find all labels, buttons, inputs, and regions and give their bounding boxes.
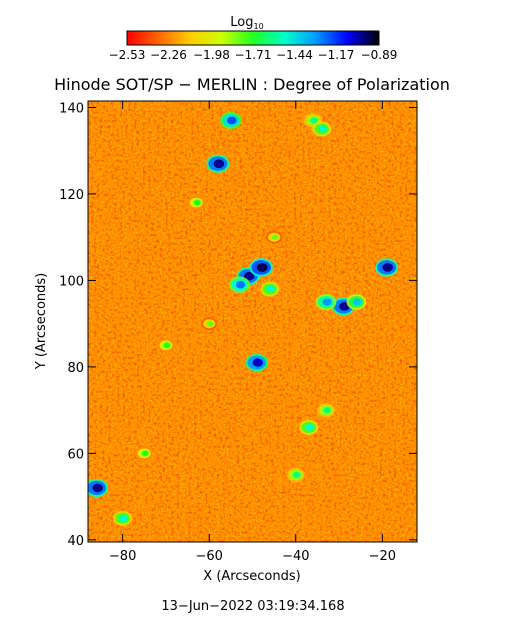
plot-area: −80 −60 −40 −20 40 60 80 100 120 140 [59, 100, 418, 564]
colorbar-tick-label: −2.53 [109, 48, 146, 62]
y-tick-label: 120 [59, 188, 84, 203]
polarization-feature [315, 293, 337, 311]
polarization-feature [135, 446, 153, 461]
y-axis-label: Y (Arcseconds) [34, 273, 49, 370]
polarization-feature [201, 317, 218, 331]
polarization-feature [249, 258, 273, 277]
colorbar-tick-label: −1.71 [235, 48, 272, 62]
chart-title: Hinode SOT/SP − MERLIN : Degree of Polar… [54, 75, 450, 94]
polarization-feature [266, 230, 283, 244]
y-tick-label: 100 [59, 274, 84, 289]
polarization-feature [113, 510, 133, 526]
x-tick-label: −20 [369, 549, 396, 564]
polarization-feature [317, 403, 336, 418]
x-axis-label: X (Arcseconds) [203, 569, 300, 584]
polarization-feature [88, 478, 109, 498]
plot-frame [87, 100, 418, 543]
x-tick-label: −40 [282, 549, 309, 564]
heatmap-texture-dark [88, 101, 417, 542]
polarization-feature [260, 281, 280, 297]
colorbar-gradient [126, 30, 380, 46]
x-tick-label: −60 [195, 549, 222, 564]
polarization-feature [299, 420, 319, 435]
y-tick-label: 60 [67, 447, 84, 462]
y-tick-label: 40 [67, 534, 84, 549]
colorbar-tick-label: −1.17 [318, 48, 355, 62]
polarization-feature [187, 195, 205, 210]
polarization-feature [229, 276, 250, 294]
polarization-feature [312, 121, 332, 137]
y-tick-label: 140 [59, 101, 84, 116]
polarization-feature [286, 467, 305, 483]
y-tick-label: 80 [67, 361, 84, 376]
colorbar-tick-label: −1.44 [276, 48, 313, 62]
colorbar-tick-label: −1.98 [193, 48, 230, 62]
colorbar-tick-label: −2.26 [150, 48, 187, 62]
polarization-feature [220, 112, 242, 129]
polarization-feature [375, 258, 399, 277]
polarization-feature [157, 338, 175, 353]
x-tick-label: −80 [109, 549, 136, 564]
polarization-feature [206, 154, 230, 173]
colorbar-tick-label: −0.89 [361, 48, 398, 62]
polarization-feature [346, 294, 367, 310]
colorbar-label: Log10 [230, 15, 263, 31]
timestamp: 13−Jun−2022 03:19:34.168 [161, 599, 344, 614]
polarization-feature [245, 353, 269, 372]
colorbar: Log10 −2.53 −2.26 −1.98 −1.71 −1.44 −1.17 −0.8… [109, 15, 398, 62]
